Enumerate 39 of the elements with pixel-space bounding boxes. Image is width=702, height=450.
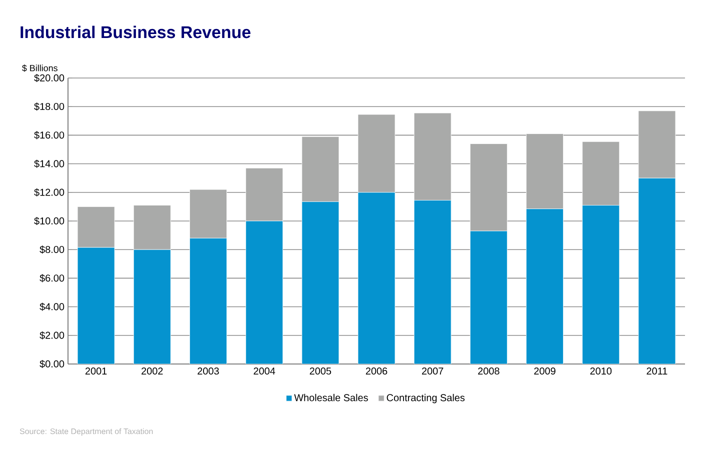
y-tick-label: $6.00 (40, 274, 64, 282)
legend-label: Wholesale Sales (294, 394, 368, 402)
chart-title: Industrial Business Revenue (20, 26, 250, 38)
x-tick-label: 2004 (254, 368, 276, 375)
x-tick-label: 2006 (366, 368, 388, 375)
bar (77, 247, 115, 364)
x-tick-label: 2009 (534, 368, 556, 375)
bar (582, 205, 620, 364)
y-tick-label: $8.00 (40, 246, 64, 254)
y-tick-label: $16.00 (34, 131, 64, 140)
y-tick-label: $12.00 (34, 188, 64, 196)
y-tick-label: $4.00 (40, 302, 64, 311)
y-tick-label: $18.00 (34, 102, 64, 111)
bar (133, 205, 171, 250)
bar (190, 189, 227, 238)
x-tick-label: 2011 (646, 368, 668, 375)
bar (414, 200, 452, 364)
y-tick-label: $14.00 (34, 160, 64, 168)
y-tick-label: $10.00 (34, 216, 64, 226)
x-tick-label: 2005 (310, 368, 332, 375)
x-tick-label: 2010 (590, 368, 612, 375)
x-tick-label: 2002 (142, 368, 163, 375)
x-tick-label: 2008 (478, 368, 500, 375)
y-axis-title: $ Billions (22, 64, 58, 72)
bar (133, 249, 171, 364)
bar (638, 178, 676, 364)
bar (302, 201, 340, 364)
y-tick-label: $2.00 (40, 331, 64, 340)
bar (526, 208, 564, 364)
bar (246, 220, 284, 364)
bar (470, 230, 508, 364)
x-tick-label: 2001 (85, 368, 107, 375)
y-tick-label: $0.00 (40, 360, 64, 368)
x-tick-label: 2007 (422, 368, 444, 375)
legend-label: Contracting Sales (386, 394, 465, 404)
x-tick-label: 2003 (198, 368, 219, 375)
bar (358, 192, 396, 364)
bar (190, 238, 227, 364)
y-tick-label: $20.00 (34, 74, 64, 82)
